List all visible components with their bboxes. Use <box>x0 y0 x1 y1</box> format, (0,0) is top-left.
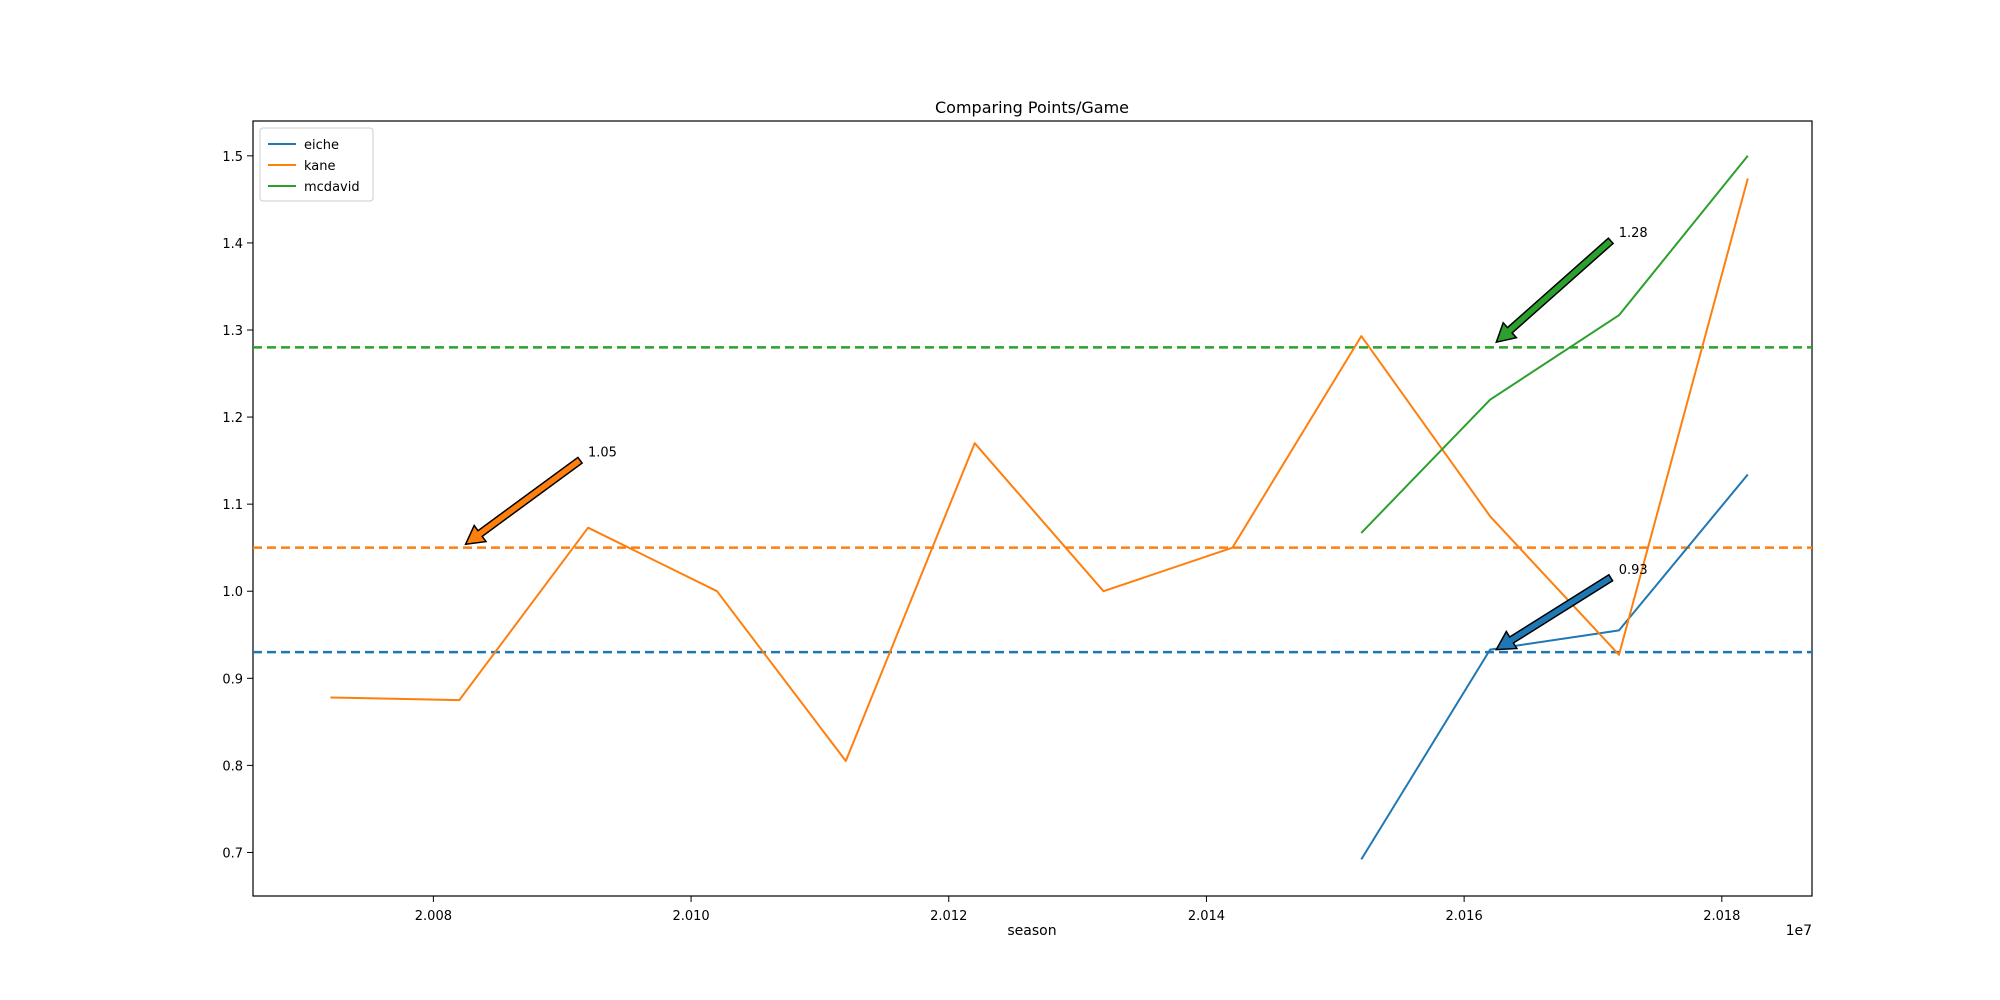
y-tick-label: 1.1 <box>222 498 243 513</box>
series-line-mcdavid <box>1360 155 1749 534</box>
chart-title: Comparing Points/Game <box>935 98 1129 117</box>
y-tick-label: 1.3 <box>222 324 243 339</box>
plot-area: 2.008 2.010 2.012 2.014 2.016 2.018 0.7 0.8 0.9 1… <box>222 120 1813 924</box>
x-tick-label: 2.014 <box>1188 909 1225 924</box>
annotation-arrow <box>464 456 584 546</box>
y-tick-label: 1.4 <box>222 237 243 252</box>
legend-label: kane <box>304 159 336 174</box>
legend-label: eiche <box>304 138 339 153</box>
y-tick-label: 0.9 <box>222 672 243 687</box>
annotation-arrow <box>1495 237 1615 344</box>
x-tick-label: 2.018 <box>1703 909 1740 924</box>
y-tick-label: 1.5 <box>222 150 243 165</box>
y-tick-label: 0.8 <box>222 759 243 774</box>
y-tick-label: 1.0 <box>222 585 243 600</box>
series-line-kane <box>330 178 1749 762</box>
x-tick-label: 2.016 <box>1446 909 1483 924</box>
x-tick-label: 2.010 <box>672 909 709 924</box>
x-axis-label: season <box>1007 923 1056 939</box>
annotation-arrow <box>1494 573 1614 651</box>
annotation-label: 1.05 <box>588 445 617 460</box>
x-tick-label: 2.008 <box>415 909 452 924</box>
axes-frame <box>252 120 1813 897</box>
legend: eiche kane mcdavid <box>259 127 374 202</box>
annotation-label: 0.93 <box>1619 563 1648 578</box>
legend-label: mcdavid <box>304 180 360 195</box>
series-line-eiche <box>1360 473 1749 860</box>
x-axis-offset-label: 1e7 <box>1786 923 1812 939</box>
annotation-label: 1.28 <box>1619 226 1648 241</box>
legend-box <box>259 127 374 202</box>
y-tick-label: 0.7 <box>222 846 243 861</box>
y-tick-label: 1.2 <box>222 411 243 426</box>
x-tick-label: 2.012 <box>930 909 967 924</box>
